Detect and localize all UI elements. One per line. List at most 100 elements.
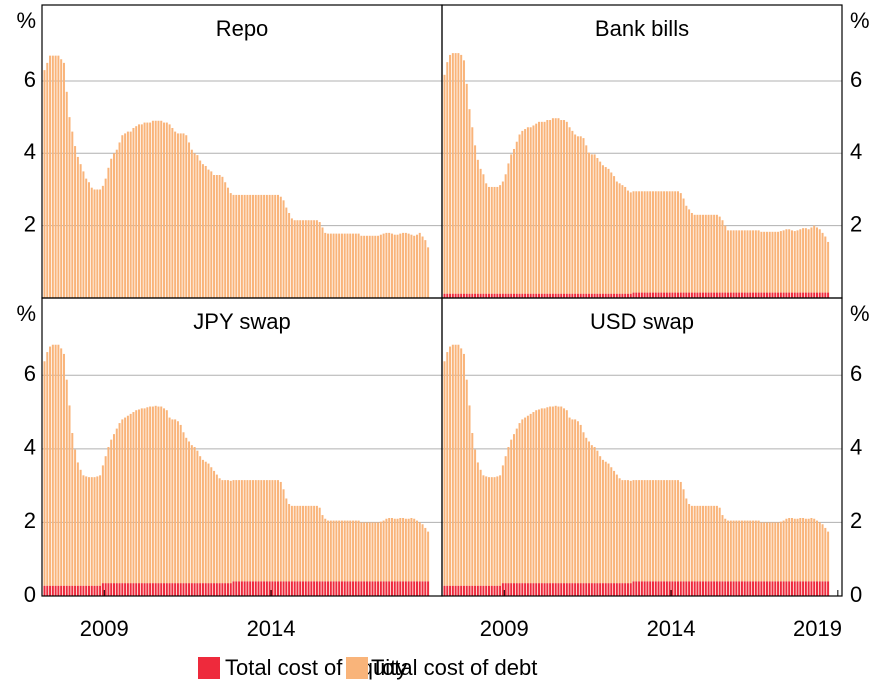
bar	[760, 581, 763, 596]
bar	[752, 230, 755, 293]
bar	[46, 585, 49, 596]
bar	[779, 231, 782, 293]
bar	[771, 581, 774, 596]
bar	[693, 581, 696, 596]
bar	[249, 480, 252, 582]
bar	[599, 293, 602, 298]
bar	[160, 120, 163, 299]
bar	[487, 585, 490, 596]
bar	[604, 583, 607, 596]
bar	[335, 581, 338, 596]
bar	[379, 581, 382, 596]
bar	[610, 583, 613, 596]
bar	[193, 153, 196, 298]
bar	[549, 293, 552, 298]
bar	[796, 518, 799, 582]
bar	[313, 581, 316, 596]
bar	[671, 292, 674, 298]
bar	[601, 459, 604, 584]
bar	[374, 581, 377, 596]
bar	[215, 474, 218, 584]
bar	[682, 292, 685, 298]
y-tick-label: 4	[850, 435, 862, 460]
bar	[479, 293, 482, 298]
bar	[774, 292, 777, 298]
bar	[43, 361, 46, 586]
bar	[749, 520, 752, 582]
bar	[415, 520, 418, 582]
bar	[788, 518, 791, 582]
bar	[496, 585, 499, 596]
bar	[224, 480, 227, 584]
y-tick-label: 2	[850, 508, 862, 533]
bar	[813, 292, 816, 298]
bar	[654, 480, 657, 582]
bar	[199, 456, 202, 584]
bar	[310, 505, 313, 582]
bar	[182, 133, 185, 298]
bar	[46, 62, 49, 299]
bar	[357, 520, 360, 582]
y-tick-label: 0	[850, 582, 862, 607]
bar	[690, 292, 693, 298]
bar	[738, 520, 741, 582]
bar	[696, 292, 699, 298]
bar	[154, 120, 157, 299]
bar	[260, 194, 263, 298]
bar	[482, 293, 485, 298]
bar	[49, 346, 52, 586]
bar	[504, 293, 507, 298]
bar	[515, 583, 518, 596]
bar	[624, 480, 627, 584]
bar	[310, 220, 313, 298]
bar	[646, 191, 649, 293]
bar	[226, 583, 229, 596]
bar	[515, 428, 518, 584]
bar	[176, 133, 179, 298]
bar	[660, 292, 663, 298]
bar	[451, 293, 454, 298]
bar	[554, 583, 557, 596]
bar	[115, 583, 118, 596]
bar	[140, 583, 143, 596]
bar	[757, 230, 760, 293]
bar	[282, 581, 285, 596]
bar	[288, 504, 291, 582]
bar	[338, 581, 341, 596]
bar	[535, 410, 538, 584]
bar	[538, 409, 541, 584]
bar	[352, 581, 355, 596]
bar	[304, 220, 307, 298]
bar	[62, 62, 65, 299]
bar	[165, 583, 168, 596]
bar	[324, 581, 327, 596]
bar	[512, 434, 515, 584]
bar	[265, 194, 268, 298]
bar	[504, 456, 507, 584]
bar	[135, 126, 138, 298]
bar	[257, 194, 260, 298]
bar	[218, 583, 221, 596]
bar	[785, 581, 788, 596]
bar	[824, 292, 827, 298]
bar	[90, 187, 93, 298]
bar	[290, 218, 293, 298]
bar	[757, 292, 760, 298]
bar	[363, 522, 366, 582]
bar	[485, 585, 488, 596]
bar	[512, 148, 515, 294]
bar	[82, 585, 85, 596]
bar	[251, 480, 254, 582]
bar	[765, 522, 768, 582]
bar	[815, 581, 818, 596]
legend: Total cost of equity Total cost of debt	[198, 655, 537, 680]
bar	[668, 581, 671, 596]
bar	[565, 410, 568, 584]
bar	[196, 583, 199, 596]
bar	[143, 408, 146, 584]
bar	[487, 186, 490, 294]
bar	[563, 120, 566, 294]
bar	[49, 585, 52, 596]
bar	[638, 292, 641, 298]
bar	[368, 522, 371, 582]
